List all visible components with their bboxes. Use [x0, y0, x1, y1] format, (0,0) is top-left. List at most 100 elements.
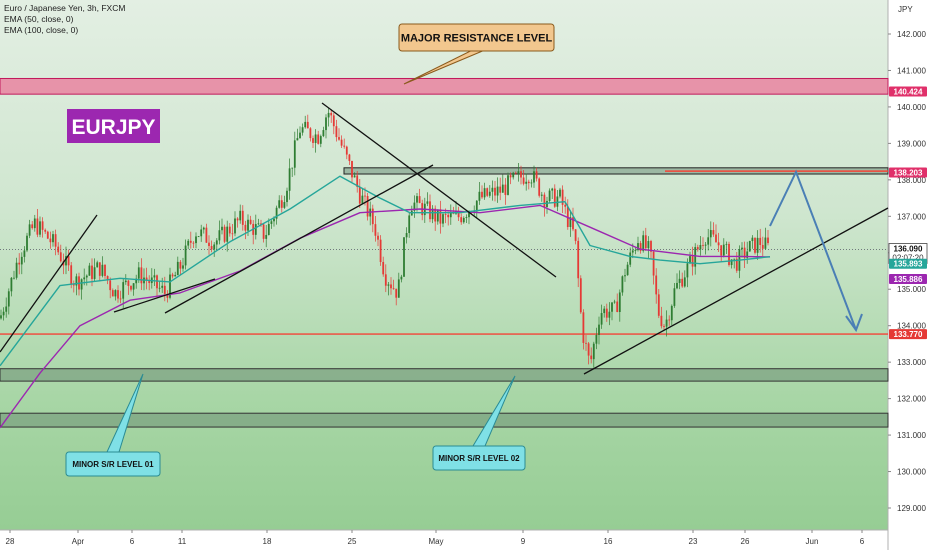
- candle-body: [413, 202, 416, 211]
- candle-body: [517, 171, 520, 174]
- legend-symbol: Euro / Japanese Yen, 3h, FXCM: [4, 3, 126, 13]
- ema50-line: [0, 175, 771, 367]
- candle-body: [499, 186, 502, 193]
- candle-body: [494, 187, 496, 196]
- candle-body: [325, 117, 327, 131]
- candle-body: [514, 172, 517, 174]
- candle-body: [2, 311, 5, 316]
- y-tick-label: 135.000: [897, 285, 926, 294]
- candle-body: [621, 276, 624, 293]
- candle-body: [756, 237, 759, 253]
- ema100-line: [0, 204, 771, 429]
- candle-body: [254, 224, 257, 235]
- candle-body: [403, 237, 405, 277]
- candle-body: [5, 306, 8, 312]
- candle-body: [114, 290, 117, 297]
- trendline-main-up: [164, 164, 434, 314]
- candle-body: [153, 275, 156, 278]
- candle-body: [676, 282, 678, 289]
- candle-body: [296, 138, 299, 141]
- candle-body: [522, 177, 525, 184]
- candle-body: [109, 280, 112, 291]
- candle-body: [117, 290, 119, 299]
- candle-body: [202, 227, 205, 230]
- candle-body: [83, 277, 86, 280]
- candle-body: [431, 208, 434, 220]
- candle-body: [67, 256, 70, 266]
- y-axis: JPY 129.000 130.000 131.000 132.000 133.000 13…: [888, 5, 926, 513]
- candle-body: [210, 246, 213, 250]
- candle-body: [715, 234, 717, 243]
- candle-body: [574, 229, 577, 241]
- minor-sr-zone-02: [0, 412, 889, 428]
- candle-body: [215, 240, 218, 245]
- price-tag-text: 138.203: [894, 168, 923, 177]
- candle-body: [122, 282, 125, 299]
- candle-body: [462, 218, 465, 223]
- candle-body: [231, 233, 234, 235]
- candle-body: [20, 256, 23, 265]
- candle-body: [553, 188, 556, 207]
- candle-body: [730, 259, 733, 266]
- candle-body: [171, 274, 174, 277]
- y-tick-label: 137.000: [897, 212, 926, 221]
- candle-body: [496, 186, 499, 196]
- candle-body: [101, 264, 104, 276]
- x-tick-label: 23: [689, 537, 698, 546]
- major-resistance-zone: [0, 77, 889, 95]
- candle-body: [358, 187, 361, 204]
- candle-body: [57, 246, 60, 253]
- candle-body: [696, 247, 699, 250]
- candle-body: [197, 236, 200, 238]
- candle-body: [205, 227, 208, 243]
- candle-body: [434, 208, 437, 222]
- candle-body: [670, 305, 673, 321]
- candle-body: [577, 240, 580, 279]
- candle-body: [26, 235, 28, 251]
- candle-body: [735, 258, 738, 271]
- price-tag-bg: [889, 258, 927, 269]
- candle-body: [439, 209, 442, 224]
- candle-body: [377, 235, 379, 240]
- candle-body: [655, 275, 658, 295]
- candle-body: [286, 190, 288, 203]
- candle-body: [88, 265, 91, 276]
- candle-body: [148, 280, 151, 284]
- candle-body: [400, 276, 403, 280]
- sr-zones: [0, 77, 889, 428]
- candle-body: [33, 218, 36, 229]
- candle-body: [618, 292, 621, 313]
- candle-body: [543, 194, 546, 208]
- candle-body: [509, 175, 512, 178]
- candle-body: [603, 308, 606, 314]
- candle-body: [96, 262, 99, 268]
- candle-body: [93, 267, 96, 279]
- candle-body: [247, 219, 249, 231]
- candle-body: [650, 241, 652, 252]
- candle-body: [491, 187, 494, 192]
- candle-body: [559, 189, 561, 197]
- candle-body: [634, 250, 637, 251]
- candle-body: [746, 251, 749, 258]
- candle-body: [226, 226, 229, 242]
- candle-body: [356, 175, 359, 188]
- candle-body: [135, 278, 138, 284]
- candle-body: [184, 245, 187, 266]
- candle-body: [527, 181, 530, 184]
- candle-body: [80, 279, 83, 290]
- candle-body: [267, 223, 270, 235]
- candle-body: [330, 112, 333, 116]
- candle-body: [301, 127, 304, 133]
- candle-body: [327, 112, 330, 118]
- candle-body: [530, 182, 533, 184]
- x-axis: 28 Apr 6 11 18 25 May 9 16 23 26 Jun 6: [6, 530, 865, 546]
- candle-body: [444, 214, 447, 215]
- candle-body: [208, 242, 210, 247]
- legend-ema50: EMA (50, close, 0): [4, 14, 74, 24]
- candle-body: [642, 235, 645, 251]
- price-tag-last-text: 136.090: [894, 244, 923, 253]
- candle-body: [460, 217, 463, 223]
